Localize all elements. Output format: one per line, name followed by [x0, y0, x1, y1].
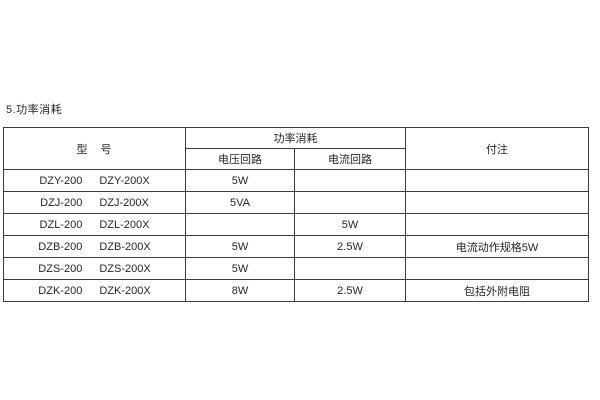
table-row-dzb: DZB-200 DZB-200X 5W 2.5W 电流动作规格5W: [3, 235, 589, 258]
model-name-variant: DZB-200X: [99, 240, 151, 253]
model-cell: DZY-200 DZY-200X: [3, 169, 186, 192]
section-title: 5.功率消耗: [6, 104, 63, 116]
current-circuit-value: [294, 169, 406, 192]
table-row-dzl: DZL-200 DZL-200X 5W: [3, 213, 589, 236]
model-cell: DZL-200 DZL-200X: [3, 213, 186, 236]
model-name-primary: DZY-200: [39, 174, 83, 187]
model-name-primary: DZL-200: [39, 218, 83, 231]
note-value: [405, 257, 589, 280]
current-circuit-value: 2.5W: [294, 279, 406, 302]
column-header-model: 型 号: [3, 127, 186, 170]
model-pair: DZB-200 DZB-200X: [5, 240, 185, 253]
voltage-circuit-value: [185, 213, 295, 236]
voltage-circuit-value: 8W: [185, 279, 295, 302]
model-cell: DZB-200 DZB-200X: [3, 235, 186, 258]
table-row-dzs: DZS-200 DZS-200X 5W: [3, 257, 589, 280]
model-pair: DZJ-200 DZJ-200X: [5, 196, 185, 209]
column-header-current-circuit: 电流回路: [294, 148, 406, 170]
note-value: [405, 191, 589, 214]
current-circuit-value: [294, 257, 406, 280]
note-value: 电流动作规格5W: [405, 235, 589, 258]
column-header-power: 功率消耗: [185, 127, 406, 149]
model-pair: DZY-200 DZY-200X: [5, 174, 185, 187]
model-cell: DZS-200 DZS-200X: [3, 257, 186, 280]
model-cell: DZJ-200 DZJ-200X: [3, 191, 186, 214]
model-name-variant: DZY-200X: [99, 174, 150, 187]
current-circuit-value: 2.5W: [294, 235, 406, 258]
model-cell: DZK-200 DZK-200X: [3, 279, 186, 302]
note-value: 包括外附电阻: [405, 279, 589, 302]
header-row-top: 型 号 功率消耗 付注: [3, 127, 589, 170]
model-name-primary: DZB-200: [38, 240, 83, 253]
model-name-primary: DZS-200: [38, 262, 83, 275]
model-name-variant: DZL-200X: [99, 218, 150, 231]
column-header-note: 付注: [405, 127, 589, 170]
current-circuit-value: [294, 191, 406, 214]
voltage-circuit-value: 5W: [185, 235, 295, 258]
column-header-voltage-circuit: 电压回路: [185, 148, 295, 170]
table-row-dzj: DZJ-200 DZJ-200X 5VA: [3, 191, 589, 214]
model-name-primary: DZJ-200: [40, 196, 83, 209]
model-name-primary: DZK-200: [38, 284, 83, 297]
note-value: [405, 169, 589, 192]
table-row-dzy: DZY-200 DZY-200X 5W: [3, 169, 589, 192]
power-consumption-table: 型 号 功率消耗 付注 电压回路 电流回路 DZY-200 DZY-200X 5…: [3, 127, 589, 302]
voltage-circuit-value: 5W: [185, 169, 295, 192]
model-pair: DZL-200 DZL-200X: [5, 218, 185, 231]
note-value: [405, 213, 589, 236]
table-row-dzk: DZK-200 DZK-200X 8W 2.5W 包括外附电阻: [3, 279, 589, 302]
voltage-circuit-value: 5VA: [185, 191, 295, 214]
model-pair: DZK-200 DZK-200X: [5, 284, 185, 297]
model-name-variant: DZK-200X: [99, 284, 151, 297]
voltage-circuit-value: 5W: [185, 257, 295, 280]
model-pair: DZS-200 DZS-200X: [5, 262, 185, 275]
model-name-variant: DZS-200X: [99, 262, 151, 275]
model-name-variant: DZJ-200X: [99, 196, 149, 209]
current-circuit-value: 5W: [294, 213, 406, 236]
